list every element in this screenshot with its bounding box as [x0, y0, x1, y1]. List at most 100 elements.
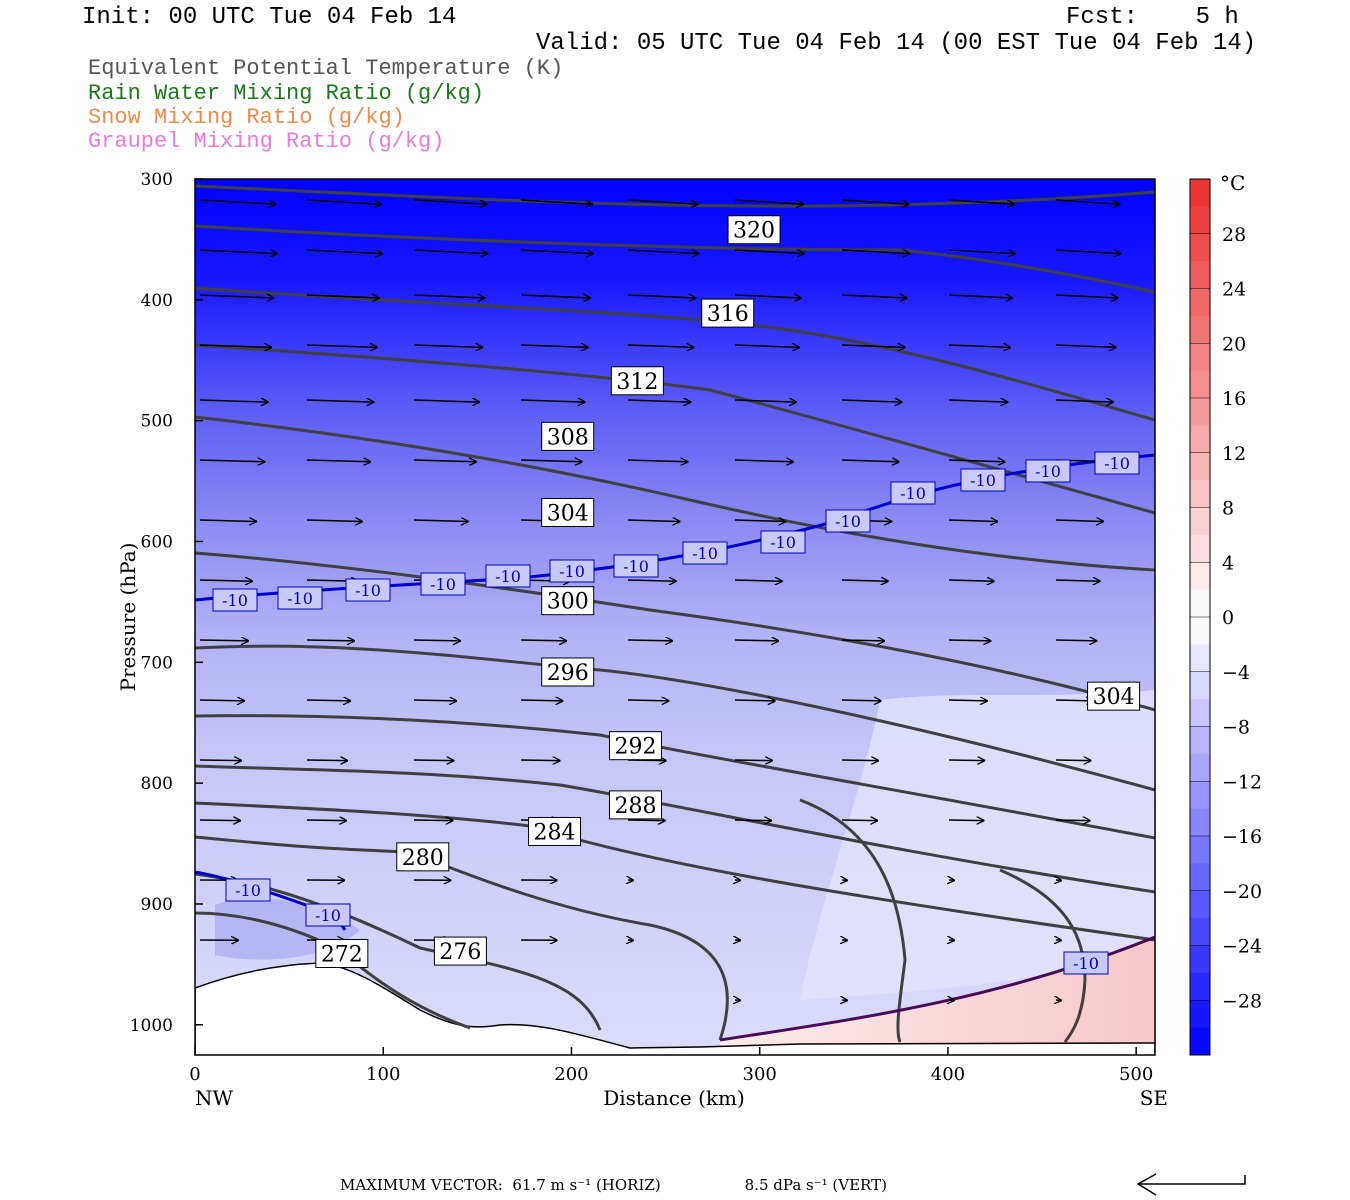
y-tick-label: 700	[141, 653, 173, 673]
isotherm-label-box	[960, 468, 1006, 492]
wind-vector-arrow	[734, 400, 796, 402]
isotherm-label-box	[890, 481, 936, 505]
wind-vector-arrow	[413, 295, 484, 298]
contour-label: 280	[402, 846, 444, 871]
isotherm-label: -10	[692, 544, 718, 563]
colorbar-swatch	[1190, 370, 1210, 399]
wind-vector-arrow	[627, 400, 690, 402]
colorbar-swatch	[1190, 452, 1210, 481]
colorbar-label: 16	[1222, 388, 1246, 410]
contour-label: 288	[614, 794, 656, 819]
wind-vector-arrow	[734, 460, 793, 462]
wind-vector-arrow	[841, 820, 877, 821]
terrain-mask	[195, 962, 1155, 1055]
wind-vector-arrow	[1055, 345, 1116, 347]
colorbar-label: 24	[1222, 279, 1246, 301]
wind-vector-arrow	[841, 760, 878, 761]
isotherm-label-box	[760, 530, 806, 554]
wind-vector-arrow	[520, 345, 588, 347]
isotherm-label: -10	[1104, 454, 1130, 473]
isotherm-label: -10	[495, 567, 521, 586]
wind-vector-arrow	[199, 400, 268, 402]
wind-vector-arrow	[734, 820, 771, 821]
wind-vector-arrow	[841, 199, 908, 204]
colorbar-swatch	[1190, 617, 1210, 645]
colorbar-label: 12	[1222, 443, 1246, 465]
y-tick-label: 400	[141, 291, 173, 311]
colorbar-label: −20	[1222, 881, 1262, 903]
contour-label-box	[541, 421, 595, 451]
wind-vector-arrow	[306, 249, 382, 254]
wind-vector-arrow	[1055, 400, 1113, 402]
legend-rain-water: Rain Water Mixing Ratio (g/kg)	[88, 81, 485, 106]
wind-vectors	[199, 199, 1120, 1000]
colorbar-swatch	[1190, 671, 1210, 700]
wind-vector-arrow	[306, 295, 379, 298]
wind-vector-arrow	[199, 640, 248, 641]
wind-vector-arrow	[948, 520, 997, 522]
wind-vector-arrow	[413, 199, 487, 204]
isotherm-label-box	[420, 572, 466, 596]
wind-vector-arrow	[520, 249, 593, 254]
wind-vector-arrow	[1055, 520, 1103, 522]
wind-vector-arrow	[520, 295, 590, 298]
contour-304	[195, 415, 1155, 572]
contour-label-box	[528, 816, 582, 846]
wind-vector-arrow	[734, 199, 803, 204]
wind-vector-arrow	[413, 820, 452, 821]
wind-vector-arrow	[841, 345, 905, 347]
colorbar-swatch	[1190, 343, 1210, 372]
colorbar-swatch	[1190, 398, 1210, 426]
contour-312	[195, 286, 1155, 422]
x-axis-title: Distance (km)	[603, 1086, 745, 1110]
wind-vector-arrow	[734, 580, 782, 581]
contour-label: 276	[439, 940, 481, 965]
legend-theta-e: Equivalent Potential Temperature (K)	[88, 56, 564, 81]
forecast-hour: Fcst: 5 h	[1066, 4, 1239, 31]
colorbar-label: −28	[1222, 990, 1262, 1012]
wind-vector-arrow	[413, 700, 456, 701]
x-tick-label: 400	[931, 1064, 965, 1085]
wind-vector-arrow	[413, 760, 453, 761]
wind-vector-arrow	[948, 700, 987, 701]
x-tick-label: 300	[743, 1064, 777, 1085]
colorbar-swatch	[1190, 918, 1210, 946]
isotherm-label: -10	[900, 484, 926, 503]
wind-vector-arrow	[948, 295, 1012, 298]
isotherm-label-box	[1094, 451, 1140, 475]
contour-304-right	[799, 798, 907, 1043]
wind-vector-arrow	[199, 295, 273, 298]
contour-label-box	[608, 790, 662, 820]
wind-vector-arrow	[627, 295, 695, 298]
wind-vector-arrow	[734, 640, 778, 641]
colorbar-swatch	[1190, 206, 1210, 235]
wind-vector-arrow	[413, 520, 468, 522]
contour-292	[195, 714, 1155, 840]
wind-vector-arrow	[1055, 199, 1119, 204]
colorbar-swatch	[1190, 1000, 1210, 1029]
wind-vector-arrow	[948, 820, 983, 821]
contour-308	[195, 343, 1155, 515]
isotherm-label: -10	[623, 557, 649, 576]
isotherm-label-box	[613, 554, 659, 578]
wind-vector-arrow	[199, 460, 264, 462]
wind-vector-arrow	[627, 250, 699, 254]
isotherm-label-box	[212, 588, 258, 612]
colorbar-swatch	[1190, 699, 1210, 727]
colorbar-label: 28	[1222, 224, 1246, 246]
colorbar-swatch	[1190, 890, 1210, 919]
wind-vector-arrow	[627, 345, 693, 347]
x-tick-label: 0	[189, 1064, 200, 1085]
isotherm-label: -10	[835, 512, 861, 531]
y-tick-label: 900	[141, 895, 173, 915]
wind-vector-arrow	[841, 460, 899, 462]
plot-frame	[194, 178, 1156, 1056]
wind-vector-arrow	[1055, 580, 1100, 581]
isotherm-label-box	[825, 509, 871, 533]
colorbar-swatch	[1190, 726, 1210, 755]
wind-vector-arrow	[520, 400, 585, 402]
colorbar-swatch	[1190, 425, 1210, 454]
isotherm-label-box	[1063, 951, 1109, 975]
contour-288	[195, 764, 1155, 894]
x-end-right-label: SE	[1140, 1086, 1168, 1110]
